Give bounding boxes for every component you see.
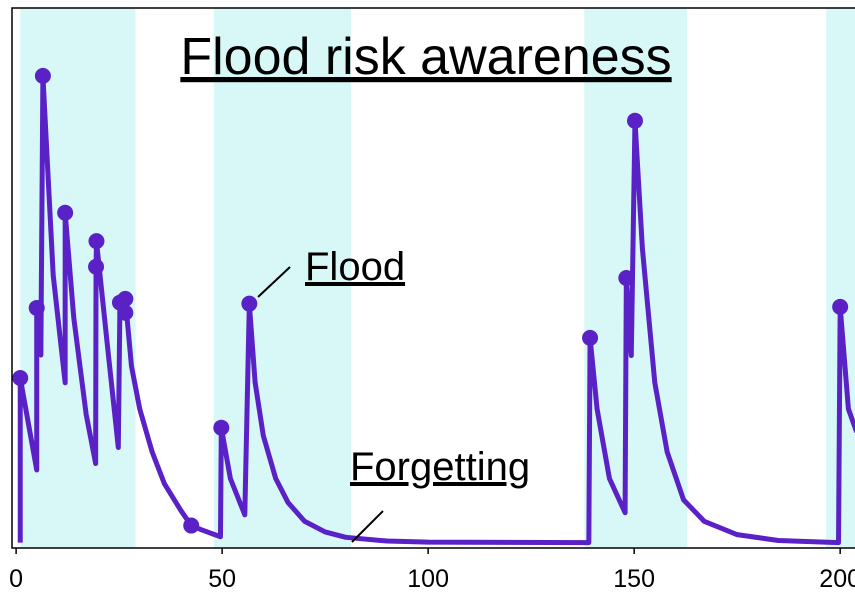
flood-point [618,270,635,286]
annotation-leader [351,510,384,543]
flood-point [34,67,51,84]
flood-point [117,290,134,307]
bands [20,8,855,548]
flood-point [28,299,45,316]
flood-point [183,517,200,534]
x-tick-label: 50 [208,565,236,593]
x-tick-label: 200 [819,565,855,593]
flood-point [241,295,258,312]
flood-point [12,369,29,386]
annotation: Forgetting [350,445,530,489]
flood-point [213,419,230,436]
flood-point [626,112,643,129]
x-tick-label: 150 [613,565,655,593]
plot-frame [11,7,855,549]
annotation-leader [257,266,291,298]
flood-point [582,329,599,346]
flood-point [117,304,134,321]
flood-point [88,258,105,275]
flood-point [832,298,849,315]
band [213,8,352,548]
x-tick-label: 0 [9,565,23,593]
flood-point [57,204,74,221]
awareness-line [17,73,855,546]
annotation: Flood [305,245,405,289]
plot [12,67,855,546]
chart-title: Flood risk awareness [180,28,671,86]
x-tick-label: 100 [407,565,449,593]
flood-point [88,233,105,250]
